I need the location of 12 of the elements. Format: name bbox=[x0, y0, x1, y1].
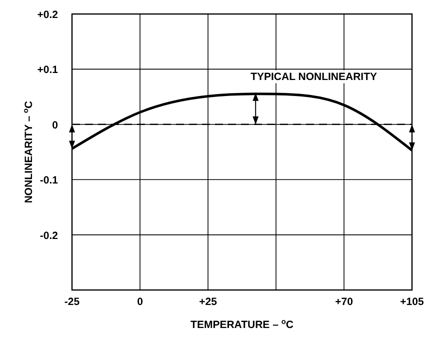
y-tick-label: 0 bbox=[52, 119, 58, 132]
x-tick-label: -25 bbox=[64, 296, 80, 308]
x-tick-label: +105 bbox=[400, 296, 424, 308]
x-tick-label: +70 bbox=[335, 296, 354, 308]
annotation: TYPICAL NONLINEARITY bbox=[250, 71, 378, 84]
y-tick-label: -0.1 bbox=[40, 174, 58, 187]
x-tick-label: 0 bbox=[137, 296, 144, 308]
y-tick-label: -0.2 bbox=[40, 230, 58, 242]
y-tick-label: +0.2 bbox=[37, 9, 58, 21]
x-tick-label: +25 bbox=[199, 296, 218, 308]
x-axis-title: TEMPERATURE – $^{o}$C bbox=[190, 316, 294, 331]
y-tick-label: +0.1 bbox=[37, 64, 58, 76]
